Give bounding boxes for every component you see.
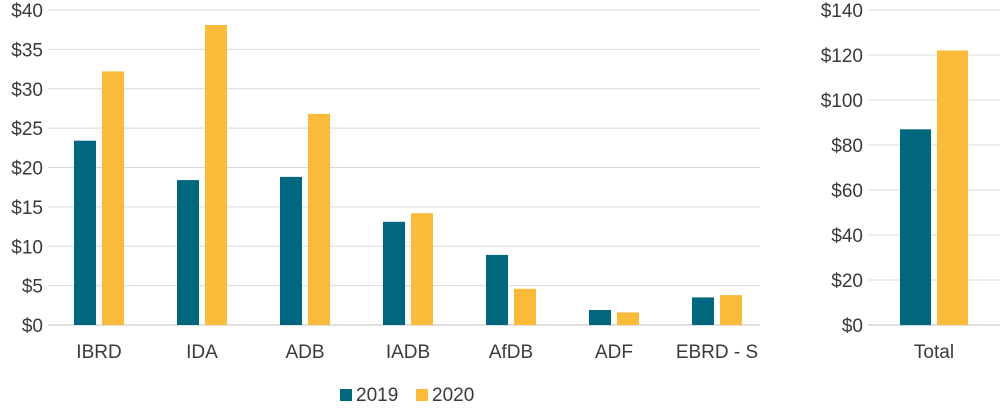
y-tick-label: $10	[11, 237, 43, 258]
bar-2019-adf	[589, 310, 611, 325]
x-category-label: IDA	[186, 342, 218, 363]
legend-label-2020: 2020	[432, 385, 474, 406]
x-category-label: EBRD - S	[676, 342, 758, 363]
bar-2019-adb	[280, 176, 302, 325]
bar-2020-ebrd-s	[720, 295, 742, 325]
y-tick-label: $30	[11, 80, 43, 101]
y-tick-label: $20	[831, 271, 863, 292]
y-tick-label: $40	[11, 1, 43, 22]
y-tick-label: $15	[11, 198, 43, 219]
y-tick-label: $0	[842, 316, 863, 337]
y-tick-label: $140	[821, 1, 863, 22]
legend-swatch-2020	[416, 389, 428, 401]
x-category-label: IADB	[386, 342, 430, 363]
y-tick-label: $35	[11, 40, 43, 61]
y-tick-label: $80	[831, 136, 863, 157]
x-category-label: AfDB	[489, 342, 533, 363]
y-tick-label: $20	[11, 159, 43, 180]
y-tick-label: $5	[22, 277, 43, 298]
bar-2020-total	[937, 50, 968, 325]
legend-label-2019: 2019	[356, 385, 398, 406]
x-category-label: ADB	[285, 342, 324, 363]
bar-2019-ida	[177, 180, 199, 325]
y-tick-label: $0	[22, 316, 43, 337]
bar-2020-ibrd	[102, 71, 124, 326]
bar-2020-iadb	[411, 213, 433, 325]
bar-2019-iadb	[383, 221, 405, 325]
bar-2019-afdb	[486, 254, 508, 325]
y-tick-label: $40	[831, 226, 863, 247]
bar-2019-ibrd	[74, 140, 96, 325]
y-tick-label: $25	[11, 119, 43, 140]
bar-2020-ida	[205, 25, 227, 325]
bar-2020-adb	[308, 113, 330, 326]
bar-2020-afdb	[514, 288, 536, 325]
x-category-label: Total	[914, 342, 954, 363]
legend-swatch-2019	[340, 389, 352, 401]
y-tick-label: $100	[821, 91, 863, 112]
y-tick-label: $120	[821, 46, 863, 67]
bar-2020-adf	[617, 312, 639, 325]
x-category-label: ADF	[595, 342, 633, 363]
y-tick-label: $60	[831, 181, 863, 202]
x-category-label: IBRD	[76, 342, 121, 363]
bar-2019-ebrd-s	[692, 297, 714, 325]
bar-2019-total	[900, 129, 931, 326]
